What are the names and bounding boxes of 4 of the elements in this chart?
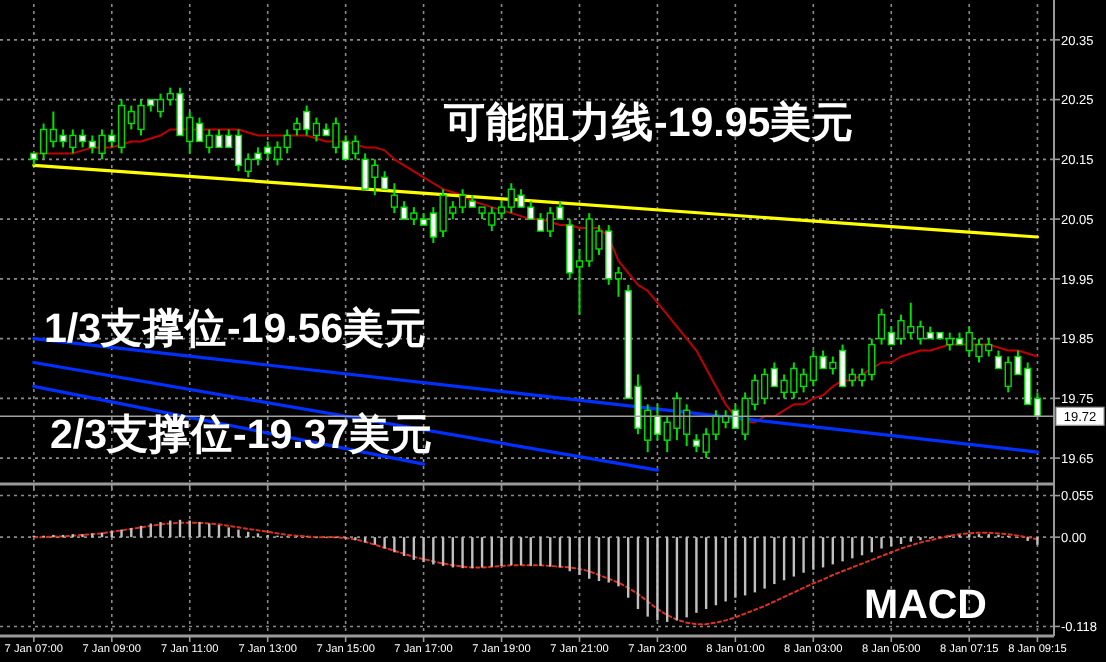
annotation: MACD	[864, 582, 987, 628]
annotation: 1/3支撑位-19.56美元	[44, 304, 428, 352]
line-series	[32, 521, 1039, 626]
annotation: 可能阻力线-19.95美元	[442, 98, 855, 146]
